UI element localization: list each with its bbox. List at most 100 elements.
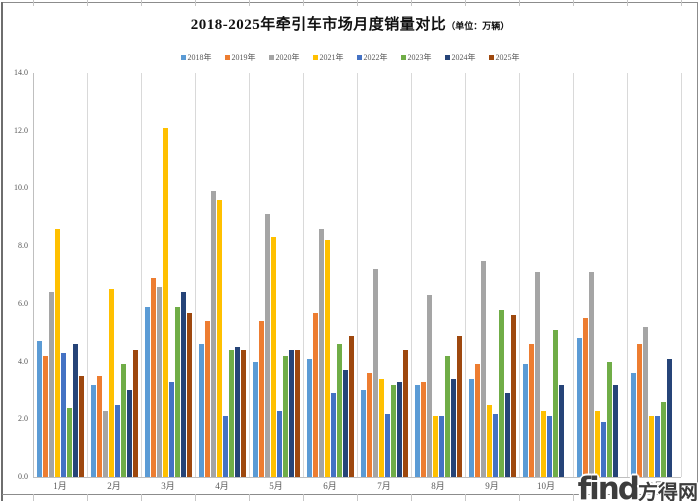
cell-gridline-tick bbox=[681, 0, 682, 6]
bar-2022年-8月 bbox=[438, 416, 444, 477]
cell-gridline-tick bbox=[141, 0, 142, 6]
bar-2019年-4月 bbox=[204, 321, 210, 477]
bar-2021年-8月 bbox=[432, 416, 438, 477]
frame-left-border bbox=[1, 2, 3, 501]
category-gridline bbox=[195, 73, 196, 477]
bar-2025年-9月 bbox=[510, 315, 516, 477]
category-gridline bbox=[411, 73, 412, 477]
bar-2023年-3月 bbox=[174, 306, 180, 477]
bar-2018年-2月 bbox=[90, 384, 96, 477]
cell-gridline-tick bbox=[573, 0, 574, 6]
bar-2023年-11月 bbox=[606, 361, 612, 477]
x-axis-category-label: 6月 bbox=[323, 481, 337, 491]
cell-gridline-tick bbox=[141, 494, 142, 501]
x-axis-category-label: 5月 bbox=[269, 481, 283, 491]
legend-item-2019年: 2019年 bbox=[224, 52, 256, 63]
bar-2023年-1月 bbox=[66, 407, 72, 477]
bar-2023年-8月 bbox=[444, 355, 450, 477]
cell-gridline-tick bbox=[681, 494, 682, 501]
bar-2023年-5月 bbox=[282, 355, 288, 477]
bar-2021年-5月 bbox=[270, 237, 276, 477]
bar-2024年-7月 bbox=[396, 381, 402, 477]
bar-2021年-7月 bbox=[378, 378, 384, 477]
chart-title-unit: （单位：万辆） bbox=[446, 21, 510, 31]
bar-2020年-9月 bbox=[480, 260, 486, 477]
chart-title: 2018-2025年牵引车市场月度销量对比（单位：万辆） bbox=[0, 13, 700, 34]
x-axis-category-label: 9月 bbox=[485, 481, 499, 491]
bar-2023年-2月 bbox=[120, 364, 126, 477]
bar-2022年-11月 bbox=[600, 422, 606, 477]
y-axis-tick-label: 0.0 bbox=[18, 472, 28, 481]
bar-2019年-5月 bbox=[258, 321, 264, 477]
legend-label: 2021年 bbox=[319, 53, 344, 62]
bar-2020年-4月 bbox=[210, 191, 216, 477]
bar-2019年-8月 bbox=[420, 381, 426, 477]
chart-legend: 2018年 2019年 2020年 2021年 2022年 2023年 2024年 2025年 bbox=[0, 52, 700, 63]
cell-gridline-tick bbox=[465, 0, 466, 6]
category-gridline bbox=[519, 73, 520, 477]
bar-2021年-2月 bbox=[108, 289, 114, 477]
cell-gridline-tick bbox=[627, 0, 628, 6]
cell-gridline-tick bbox=[627, 494, 628, 501]
legend-item-2022年: 2022年 bbox=[356, 52, 388, 63]
category-gridline bbox=[303, 73, 304, 477]
y-axis-line bbox=[33, 73, 34, 477]
bar-2024年-1月 bbox=[72, 344, 78, 477]
bar-2021年-3月 bbox=[162, 127, 168, 477]
bar-2022年-5月 bbox=[276, 410, 282, 477]
bar-2024年-11月 bbox=[612, 384, 618, 477]
bar-2018年-10月 bbox=[522, 364, 528, 477]
bar-2020年-7月 bbox=[372, 269, 378, 477]
bar-2021年-4月 bbox=[216, 199, 222, 477]
bar-2024年-8月 bbox=[450, 378, 456, 477]
category-gridline bbox=[627, 73, 628, 477]
x-axis-category-label: 3月 bbox=[161, 481, 175, 491]
legend-item-2024年: 2024年 bbox=[444, 52, 476, 63]
legend-item-2021年: 2021年 bbox=[312, 52, 344, 63]
bar-2022年-7月 bbox=[384, 413, 390, 477]
bar-2019年-1月 bbox=[42, 355, 48, 477]
bar-2018年-5月 bbox=[252, 361, 258, 477]
legend-label: 2024年 bbox=[451, 53, 476, 62]
bar-2021年-9月 bbox=[486, 404, 492, 477]
bar-2021年-6月 bbox=[324, 240, 330, 477]
cell-gridline-tick bbox=[573, 494, 574, 501]
y-axis-tick-label: 2.0 bbox=[18, 414, 28, 424]
bar-2019年-10月 bbox=[528, 344, 534, 477]
x-axis-category-label: 4月 bbox=[215, 481, 229, 491]
category-gridline bbox=[573, 73, 574, 477]
bar-2023年-4月 bbox=[228, 350, 234, 477]
bar-2021年-10月 bbox=[540, 410, 546, 477]
cell-gridline-tick bbox=[33, 494, 34, 501]
legend-swatch-icon bbox=[180, 55, 186, 60]
legend-swatch-icon bbox=[488, 55, 494, 60]
y-axis-tick-label: 4.0 bbox=[18, 356, 28, 366]
bar-2022年-10月 bbox=[546, 416, 552, 477]
bar-2022年-12月 bbox=[654, 416, 660, 477]
x-axis-category-label: 2月 bbox=[107, 481, 121, 491]
legend-item-2020年: 2020年 bbox=[268, 52, 300, 63]
bar-2020年-5月 bbox=[264, 214, 270, 477]
cell-gridline-tick bbox=[519, 494, 520, 501]
category-gridline bbox=[141, 73, 142, 477]
bar-2020年-2月 bbox=[102, 410, 108, 477]
bar-2024年-12月 bbox=[666, 358, 672, 477]
legend-swatch-icon bbox=[400, 55, 406, 60]
frame-right-border bbox=[697, 2, 698, 501]
bar-2018年-11月 bbox=[576, 338, 582, 477]
legend-label: 2019年 bbox=[231, 53, 256, 62]
bar-2024年-2月 bbox=[126, 390, 132, 477]
legend-item-2018年: 2018年 bbox=[180, 52, 212, 63]
x-axis-category-label: 7月 bbox=[377, 481, 391, 491]
cell-gridline-tick bbox=[357, 494, 358, 501]
cell-gridline-tick bbox=[87, 494, 88, 501]
bar-2019年-3月 bbox=[150, 277, 156, 477]
bar-2019年-9月 bbox=[474, 364, 480, 477]
bar-2019年-2月 bbox=[96, 376, 102, 477]
legend-label: 2025年 bbox=[495, 53, 520, 62]
bar-2020年-1月 bbox=[48, 292, 54, 477]
bar-2023年-10月 bbox=[552, 329, 558, 477]
bar-2022年-3月 bbox=[168, 381, 174, 477]
